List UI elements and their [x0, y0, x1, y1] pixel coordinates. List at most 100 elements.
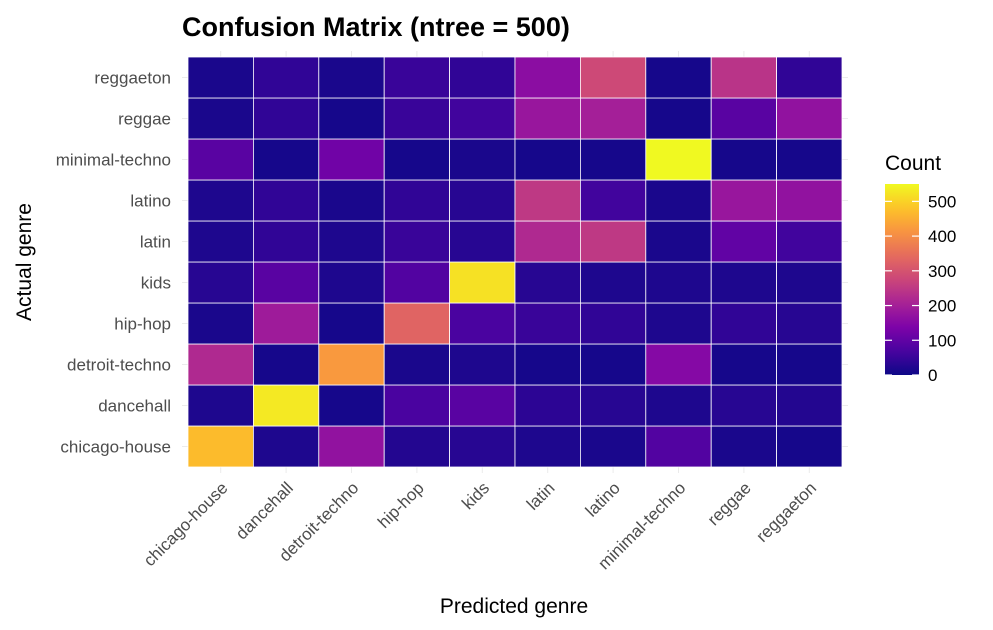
heatmap-cell — [252, 220, 320, 263]
heatmap-cell — [645, 220, 712, 263]
heatmap-cell — [580, 261, 647, 304]
heatmap-cell — [645, 179, 712, 222]
heatmap-cell — [318, 138, 385, 181]
heatmap-cell — [514, 138, 581, 181]
heatmap-cell — [187, 179, 254, 222]
heatmap-cell — [776, 343, 843, 386]
heatmap-cell — [514, 261, 581, 304]
heatmap-cell — [645, 97, 712, 140]
heatmap-cell — [252, 56, 320, 99]
heatmap-cell — [187, 302, 254, 345]
x-tick-label: chicago-house — [140, 478, 232, 570]
heatmap-cell — [187, 97, 254, 140]
y-tick-label: reggaeton — [94, 69, 171, 88]
y-tick-label: hip-hop — [114, 315, 171, 334]
y-tick-label: minimal-techno — [56, 151, 171, 170]
heatmap-cell — [645, 302, 712, 345]
heatmap-cell — [383, 56, 451, 99]
heatmap-cells — [187, 56, 843, 468]
heatmap-cell — [776, 425, 843, 468]
legend-color-bar — [885, 184, 919, 375]
legend-ticks: 0 100 200 300 400 500 — [885, 192, 956, 385]
heatmap-cell — [776, 220, 843, 263]
heatmap-cell — [580, 302, 647, 345]
heatmap-cell — [776, 302, 843, 345]
x-tick-label: dancehall — [232, 478, 297, 543]
heatmap-cell — [710, 261, 778, 304]
heatmap-cell — [252, 138, 320, 181]
y-tick-label: dancehall — [98, 397, 171, 416]
heatmap-cell — [710, 179, 778, 222]
y-tick-label: latino — [130, 192, 171, 211]
x-tick-label: kids — [458, 478, 493, 513]
heatmap-cell — [580, 425, 647, 468]
heatmap-cell — [710, 302, 778, 345]
heatmap-cell — [318, 261, 385, 304]
heatmap-cell — [449, 138, 516, 181]
color-legend: Count 0 100 200 300 400 500 — [885, 152, 956, 385]
heatmap-cell — [449, 425, 516, 468]
heatmap-cell — [252, 384, 320, 427]
y-tick-label: latin — [140, 233, 171, 252]
heatmap-cell — [252, 425, 320, 468]
heatmap-cell — [514, 302, 581, 345]
heatmap-cell — [383, 425, 451, 468]
heatmap-cell — [710, 425, 778, 468]
x-tick-label: reggae — [704, 478, 755, 529]
legend-tick-label: 200 — [928, 297, 956, 316]
y-tick-label: chicago-house — [60, 438, 171, 457]
heatmap-cell — [449, 343, 516, 386]
heatmap-cell — [449, 97, 516, 140]
heatmap-cell — [514, 343, 581, 386]
heatmap-cell — [318, 220, 385, 263]
x-tick-label: latin — [523, 478, 558, 513]
heatmap-cell — [710, 138, 778, 181]
heatmap-cell — [645, 261, 712, 304]
heatmap-cell — [776, 138, 843, 181]
legend-title: Count — [885, 152, 941, 175]
heatmap-cell — [645, 343, 712, 386]
x-tick-label: hip-hop — [374, 478, 428, 532]
heatmap-cell — [776, 56, 843, 99]
heatmap-cell — [514, 384, 581, 427]
heatmap-cell — [776, 384, 843, 427]
heatmap-cell — [187, 384, 254, 427]
heatmap-cell — [449, 261, 516, 304]
heatmap-cell — [187, 425, 254, 468]
heatmap-cell — [514, 425, 581, 468]
heatmap-cell — [710, 384, 778, 427]
heatmap-cell — [252, 179, 320, 222]
chart-title: Confusion Matrix (ntree = 500) — [182, 12, 570, 42]
heatmap-cell — [318, 425, 385, 468]
heatmap-cell — [580, 384, 647, 427]
heatmap-cell — [776, 179, 843, 222]
y-tick-labels: chicago-house dancehall detroit-techno hip-… — [56, 69, 171, 457]
x-tick-label: reggaeton — [753, 478, 821, 546]
heatmap-cell — [252, 302, 320, 345]
heatmap-cell — [514, 56, 581, 99]
heatmap-cell — [449, 179, 516, 222]
heatmap-cell — [580, 220, 647, 263]
heatmap-cell — [383, 302, 451, 345]
heatmap-cell — [580, 138, 647, 181]
heatmap-cell — [776, 97, 843, 140]
heatmap-cell — [318, 384, 385, 427]
legend-tick-label: 500 — [928, 192, 956, 211]
heatmap-cell — [187, 220, 254, 263]
heatmap-cell — [383, 343, 451, 386]
heatmap-cell — [318, 179, 385, 222]
heatmap-cell — [252, 97, 320, 140]
heatmap-cell — [187, 261, 254, 304]
heatmap-cell — [318, 343, 385, 386]
heatmap-cell — [187, 56, 254, 99]
heatmap-cell — [252, 343, 320, 386]
heatmap-cell — [449, 384, 516, 427]
heatmap-cell — [710, 97, 778, 140]
heatmap-cell — [449, 56, 516, 99]
heatmap-cell — [514, 179, 581, 222]
heatmap-cell — [449, 220, 516, 263]
heatmap-cell — [645, 56, 712, 99]
heatmap-cell — [318, 56, 385, 99]
heatmap-cell — [710, 220, 778, 263]
